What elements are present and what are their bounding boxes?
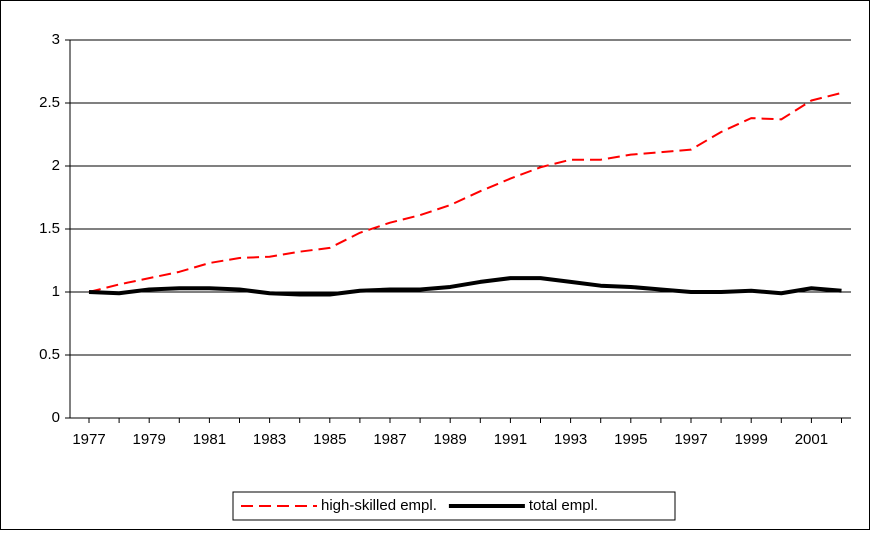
- x-tick-label: 1991: [494, 431, 527, 448]
- y-tick-label: 0.5: [39, 346, 60, 363]
- x-tick-label: 1999: [735, 431, 768, 448]
- x-tick-label: 1995: [614, 431, 647, 448]
- legend-label: total empl.: [529, 497, 598, 514]
- x-tick-label: 1997: [674, 431, 707, 448]
- y-tick-label: 2: [52, 157, 60, 174]
- x-tick-label: 1981: [193, 431, 226, 448]
- x-tick-label: 1987: [373, 431, 406, 448]
- y-tick-label: 1.5: [39, 220, 60, 237]
- y-tick-label: 1: [52, 283, 60, 300]
- x-tick-label: 1985: [313, 431, 346, 448]
- legend-label: high-skilled empl.: [321, 497, 437, 514]
- x-tick-label: 1977: [72, 431, 105, 448]
- x-tick-label: 1993: [554, 431, 587, 448]
- data-line: [88, 276, 842, 297]
- data-line: [88, 91, 842, 293]
- y-tick-label: 3: [52, 31, 60, 48]
- y-tick-label: 2.5: [39, 94, 60, 111]
- x-tick-label: 1989: [434, 431, 467, 448]
- x-tick-label: 2001: [795, 431, 828, 448]
- x-tick-label: 1979: [133, 431, 166, 448]
- y-tick-label: 0: [52, 409, 60, 426]
- x-tick-label: 1983: [253, 431, 286, 448]
